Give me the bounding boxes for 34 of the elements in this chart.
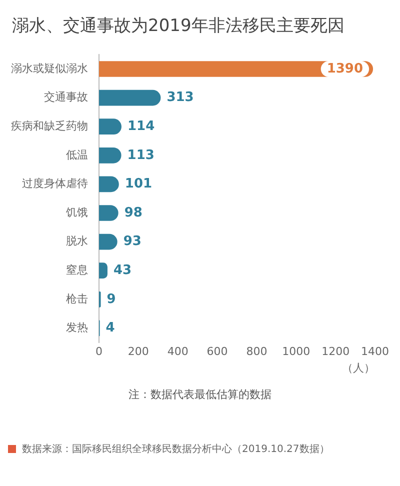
data-label: 114 (127, 118, 155, 134)
y-tick-label: 疾病和缺乏药物 (11, 119, 88, 132)
y-tick-label: 脱水 (66, 234, 88, 248)
bar (99, 90, 161, 106)
x-tick-label: 1000 (282, 345, 310, 358)
data-label: 93 (123, 234, 142, 250)
y-tick-label: 过度身体虐待 (22, 177, 88, 190)
data-label: 313 (166, 90, 194, 106)
text: 注：数据代表最低估算的数据 (128, 387, 272, 402)
y-tick-label: 交通事故 (44, 90, 88, 104)
y-tick-label: 溺水或疑似溺水 (11, 62, 88, 75)
data-label: 98 (124, 205, 142, 220)
x-tick-label: 1200 (322, 345, 350, 358)
data-label: 101 (124, 176, 152, 192)
y-tick-label: 发热 (66, 321, 88, 334)
x-tick-label: 800 (246, 345, 268, 358)
x-tick-label: 1400 (361, 345, 390, 358)
x-axis-title: （人） (342, 361, 376, 374)
bar (99, 262, 108, 279)
x-tick-label: 0 (96, 345, 102, 358)
data-label: 43 (113, 262, 132, 278)
data-label: 113 (127, 148, 154, 163)
data-label: 1390 (326, 61, 364, 76)
y-tick-label: 低温 (66, 148, 88, 162)
chart-title: 溺水、交通事故为2019年非法移民主要死因 (11, 15, 346, 38)
x-tick-label: 200 (128, 345, 149, 358)
x-tick-label: 400 (167, 345, 188, 358)
y-tick-label: 饥饿 (65, 206, 88, 219)
source-note: 数据来源：国际移民组织全球移民数据分析中心（2019.10.27数据） (22, 442, 330, 456)
y-tick-label: 窒息 (66, 263, 88, 276)
data-label: 9 (106, 292, 116, 307)
x-tick-label: 600 (206, 345, 228, 358)
y-tick-label: 枪击 (66, 292, 88, 306)
data-label: 4 (106, 320, 115, 336)
